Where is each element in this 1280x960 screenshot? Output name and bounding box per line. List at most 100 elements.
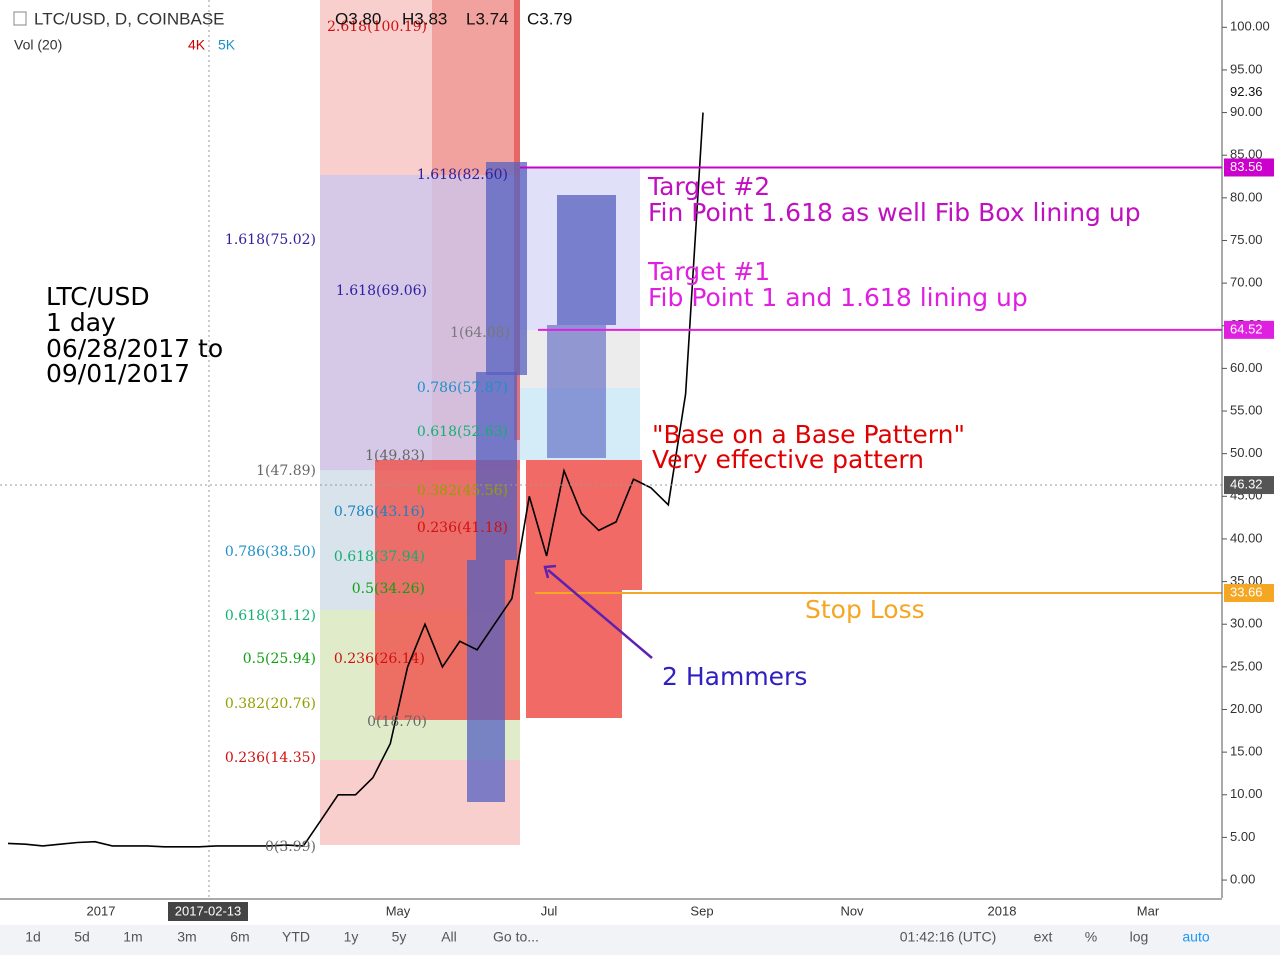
y-tick-label: 100.00	[1230, 19, 1270, 34]
option-button[interactable]: %	[1085, 929, 1097, 945]
stop-text: Stop Loss	[805, 595, 925, 624]
range-button[interactable]: All	[441, 929, 457, 945]
fib-label: 0.236(26.14)	[334, 651, 425, 667]
y-tick-label: 25.00	[1230, 658, 1263, 673]
hammer-text: 2 Hammers	[662, 662, 807, 691]
volume-label[interactable]: Vol (20)	[14, 37, 62, 53]
level-label-box	[1224, 83, 1274, 102]
level-label-box	[1224, 476, 1274, 495]
level-label-box	[1224, 320, 1274, 339]
option-button[interactable]: ext	[1034, 929, 1053, 945]
target-text: Fib Point 1 and 1.618 lining up	[648, 283, 1028, 312]
range-button[interactable]: 1m	[123, 929, 142, 945]
level-label: 92.36	[1230, 84, 1263, 99]
fib-label: 2.618(100.19)	[327, 19, 427, 35]
target-text: Target #1	[647, 257, 770, 286]
range-button[interactable]: 3m	[177, 929, 196, 945]
time-label: Jul	[541, 903, 558, 918]
fib-label: 1.618(69.06)	[336, 283, 427, 299]
level-label-box	[1224, 158, 1274, 177]
y-tick-label: 10.00	[1230, 786, 1263, 801]
ohlc: L3.74	[466, 9, 509, 28]
fib-label: 0.382(20.76)	[225, 696, 316, 712]
fib-label: 0(18.70)	[367, 714, 427, 730]
ohlc: O3.80	[335, 9, 381, 28]
fib-label: 0.618(37.94)	[334, 549, 425, 565]
arrow	[547, 569, 653, 659]
range-button[interactable]: 5d	[74, 929, 90, 945]
y-tick-label: 75.00	[1230, 232, 1263, 247]
time-label: 2018	[988, 903, 1017, 918]
crosshair-date: 2017-02-13	[175, 903, 242, 918]
y-tick-label: 80.00	[1230, 189, 1263, 204]
annotations: LTC/USD 1 day 06/28/2017 to 09/01/2017 T…	[46, 172, 1141, 691]
range-button[interactable]: 6m	[230, 929, 249, 945]
time-label: 2017	[87, 903, 116, 918]
fib-label: 1(64.08)	[450, 325, 510, 341]
info-text: LTC/USD	[46, 282, 150, 311]
level-label-box	[1224, 584, 1274, 603]
legend: LTC/USD, D, COINBASE O3.80 H3.83 L3.74 C…	[13, 9, 572, 53]
time-label: May	[386, 903, 411, 918]
fib-label: 1.618(75.02)	[225, 232, 316, 248]
fib-label: 0.5(25.94)	[243, 651, 316, 667]
price-axis-labels: 0.005.0010.0015.0020.0025.0030.0035.0040…	[1222, 19, 1274, 886]
vol-value: 5K	[218, 37, 236, 53]
price-line	[7, 112, 704, 848]
fib-label: 1.618(82.60)	[417, 167, 508, 183]
time-labels: 2017 May Jul Sep Nov 2018 Mar	[87, 903, 1160, 918]
info-text: 06/28/2017 to	[46, 334, 223, 363]
pattern-text: Very effective pattern	[652, 445, 924, 474]
fib-label: 0.618(52.63)	[417, 424, 508, 440]
range-button[interactable]: 1y	[344, 929, 359, 945]
y-tick-label: 5.00	[1230, 829, 1255, 844]
range-button[interactable]: YTD	[282, 929, 310, 945]
range-button[interactable]: 5y	[392, 929, 407, 945]
option-button[interactable]: log	[1130, 929, 1149, 945]
plot	[0, 112, 1222, 848]
fib-label: 0.5(34.26)	[352, 581, 425, 597]
info-text: 09/01/2017	[46, 359, 190, 388]
crosshair-date-box	[168, 902, 248, 921]
info-text: 1 day	[46, 308, 116, 337]
time-label: Sep	[690, 903, 713, 918]
y-tick-label: 50.00	[1230, 445, 1263, 460]
fib-label: 0(3.99)	[265, 839, 316, 855]
level-label: 33.66	[1230, 584, 1263, 599]
pattern-text: "Base on a Base Pattern"	[652, 420, 965, 449]
y-tick-label: 95.00	[1230, 61, 1263, 76]
level-label: 83.56	[1230, 159, 1263, 174]
symbol[interactable]: LTC/USD, D, COINBASE	[34, 9, 225, 28]
fib-label: 1(47.89)	[256, 463, 316, 479]
y-tick-label: 30.00	[1230, 616, 1263, 631]
time-label: Nov	[840, 903, 864, 918]
ohlc: C3.79	[527, 9, 572, 28]
clock: 01:42:16 (UTC)	[900, 929, 996, 945]
vol-value: 4K	[188, 37, 206, 53]
y-tick-label: 55.00	[1230, 402, 1263, 417]
fib-labels: 2.618(100.19) 1.618(82.60) 1.618(75.02) …	[225, 19, 510, 855]
option-button[interactable]: auto	[1182, 929, 1209, 945]
y-tick-label: 20.00	[1230, 701, 1263, 716]
target-text: Fin Point 1.618 as well Fib Box lining u…	[648, 198, 1141, 227]
y-tick-label: 40.00	[1230, 530, 1263, 545]
arrow-head	[543, 564, 557, 579]
range-button[interactable]: 1d	[25, 929, 41, 945]
time-label: Mar	[1137, 903, 1160, 918]
fib-drawings	[208, 0, 642, 900]
level-label: 64.52	[1230, 321, 1263, 336]
y-tick-label: 85.00	[1230, 147, 1263, 162]
fib-label: 0.786(43.16)	[334, 504, 425, 520]
target-text: Target #2	[647, 172, 770, 201]
fib-label: 0.236(14.35)	[225, 750, 316, 766]
y-tick-label: 0.00	[1230, 871, 1255, 886]
y-tick-label: 60.00	[1230, 360, 1263, 375]
fib-label: 0.236(41.18)	[417, 520, 508, 536]
level-label: 46.32	[1230, 476, 1263, 491]
toolbar-buttons: 1d 5d 1m 3m 6m YTD 1y 5y All Go to... ext% log auto	[25, 929, 1210, 945]
range-button[interactable]: Go to...	[493, 929, 539, 945]
fib-label: 0.786(57.87)	[417, 380, 508, 396]
fib-label: 0.786(38.50)	[225, 544, 316, 560]
fib-label: 0.382(45.56)	[417, 483, 508, 499]
